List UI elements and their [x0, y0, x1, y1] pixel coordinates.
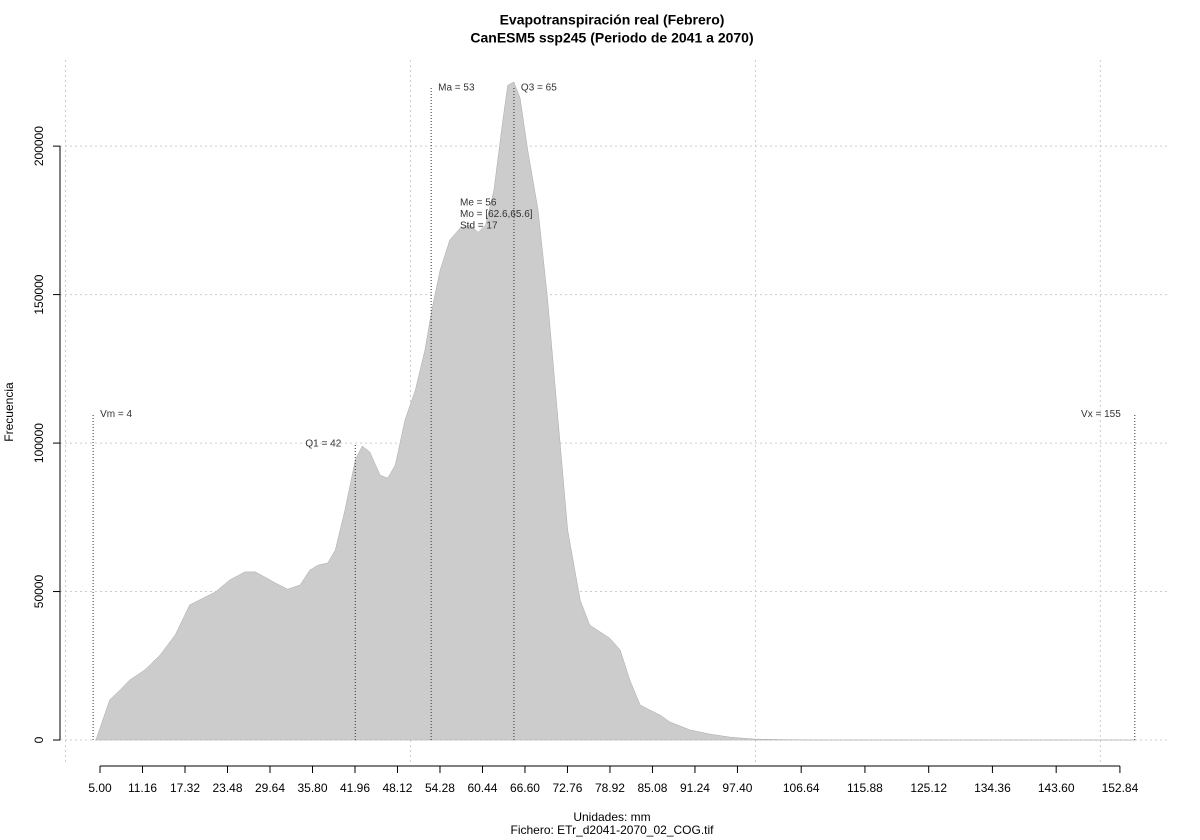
y-tick-label: 150000 [32, 274, 46, 314]
x-tick-label: 72.76 [552, 781, 582, 795]
x-tick-label: 41.96 [340, 781, 370, 795]
stat-text: Me = 56 [460, 198, 497, 209]
x-tick-label: 35.80 [297, 781, 327, 795]
x-tick-label: 5.00 [88, 781, 112, 795]
x-tick-label: 152.84 [1102, 781, 1139, 795]
x-tick-label: 91.24 [680, 781, 710, 795]
x-tick-label: 134.36 [974, 781, 1011, 795]
x-tick-label: 60.44 [467, 781, 497, 795]
x-tick-label: 85.08 [637, 781, 667, 795]
stat-text: Mo = [62.6,65.6] [460, 209, 533, 220]
x-axis-label: Unidades: mm [573, 810, 650, 824]
stat-label: Ma = 53 [438, 82, 475, 93]
y-tick-label: 50000 [32, 575, 46, 609]
x-tick-label: 125.12 [910, 781, 947, 795]
x-tick-label: 106.64 [783, 781, 820, 795]
x-tick-label: 97.40 [722, 781, 752, 795]
stat-label: Vm = 4 [100, 409, 132, 420]
chart-title: Evapotranspiración real (Febrero) [500, 12, 725, 28]
caption: Fichero: ETr_d2041-2070_02_COG.tif [511, 823, 715, 837]
x-tick-label: 48.12 [382, 781, 412, 795]
y-axis-label: Frecuencia [2, 382, 16, 442]
x-tick-label: 23.48 [212, 781, 242, 795]
y-tick-label: 0 [32, 736, 46, 743]
x-tick-label: 17.32 [170, 781, 200, 795]
x-tick-label: 66.60 [510, 781, 540, 795]
stat-label: Vx = 155 [1081, 409, 1121, 420]
stat-label: Q3 = 65 [521, 82, 557, 93]
y-tick-label: 100000 [32, 423, 46, 463]
x-tick-label: 29.64 [255, 781, 285, 795]
stat-text: Std = 17 [460, 221, 498, 232]
x-tick-label: 54.28 [425, 781, 455, 795]
x-tick-label: 78.92 [595, 781, 625, 795]
y-tick-label: 200000 [32, 126, 46, 166]
x-tick-label: 115.88 [847, 781, 883, 795]
stat-label: Q1 = 42 [305, 439, 341, 450]
x-tick-label: 143.60 [1038, 781, 1075, 795]
x-tick-label: 11.16 [128, 781, 157, 795]
chart-subtitle: CanESM5 ssp245 (Periodo de 2041 a 2070) [470, 30, 753, 46]
area [95, 81, 1136, 741]
